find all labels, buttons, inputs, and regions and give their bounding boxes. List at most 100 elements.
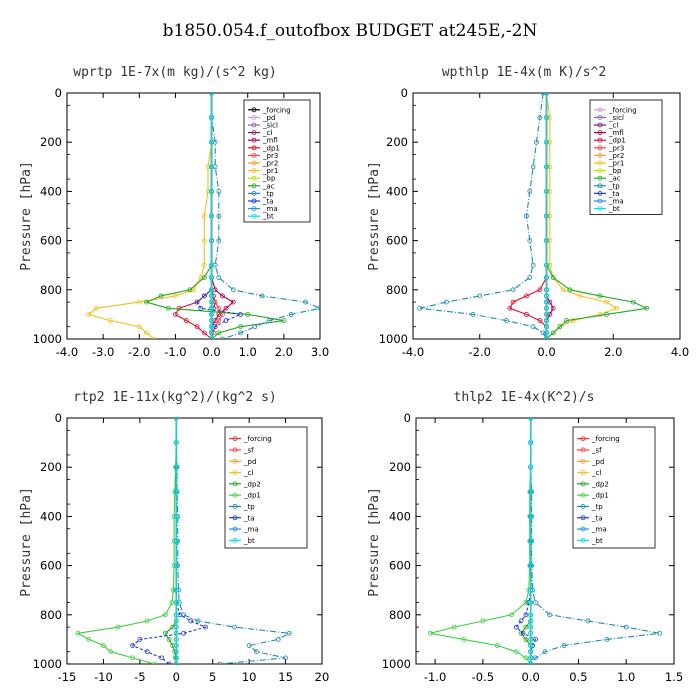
data-point-bt [173, 624, 179, 630]
data-point-mfl [220, 293, 225, 299]
legend-marker [251, 190, 257, 196]
y-axis-label: Pressure [hPa] [367, 161, 382, 271]
data-point-bt [209, 115, 214, 120]
legend-label: _ta [243, 514, 255, 522]
data-point-pr1 [201, 262, 207, 268]
legend-marker [597, 145, 603, 151]
legend-label: _dp1 [243, 492, 261, 500]
data-point-pr1 [547, 139, 553, 145]
legend: _forcing _sf _pd _cl _dp2 _dp1 _tp _ta _ma _bt [572, 426, 656, 549]
data-point-tp [527, 188, 533, 194]
legend-marker [597, 206, 603, 212]
data-point-ta [238, 311, 243, 317]
data-point-dp2 [523, 624, 529, 630]
data-point-bt [544, 305, 549, 311]
data-point-dp1 [170, 587, 176, 593]
legend-label: _mfl [608, 129, 624, 137]
legend-label: _pr3 [608, 144, 624, 152]
x-tick-label: 4.0 [671, 345, 689, 359]
data-point-pr1 [201, 238, 207, 244]
data-point-ac [567, 287, 573, 293]
data-point-ac [238, 324, 243, 330]
data-point-ta [144, 649, 150, 655]
legend-label: _pd [591, 458, 604, 466]
legend-marker [597, 107, 603, 113]
data-point-dp1 [524, 311, 529, 317]
data-point-bt [173, 655, 179, 661]
legend-marker [232, 504, 238, 509]
legend-label: _cl [591, 469, 601, 477]
data-point-bt [173, 643, 179, 648]
data-point-tp [254, 649, 259, 655]
data-point-dp1 [183, 318, 189, 323]
legend-marker [251, 160, 257, 166]
data-point-dp1 [537, 318, 543, 323]
y-tick-label: 400 [40, 184, 62, 198]
legend-label: _dp2 [591, 480, 609, 488]
x-tick-label: 0 [173, 670, 180, 684]
data-point-dp1 [480, 618, 486, 624]
panel-title: rtp2 1E-11x(kg^2)/(kg^2 s) [73, 390, 277, 405]
data-point-dp2 [162, 630, 168, 636]
x-tick-label: 1.0 [239, 345, 257, 359]
data-point-bt [528, 600, 534, 605]
data-point-ta [533, 637, 538, 642]
x-tick-label: -1.0 [424, 670, 446, 684]
panel-title: wprtp 1E-7x(m kg)/(s^2 kg) [73, 65, 277, 80]
x-tick-label: 0.0 [202, 345, 220, 359]
data-point-bt [528, 630, 534, 636]
data-point-dp1 [461, 637, 467, 642]
data-point-mfl [547, 299, 553, 305]
y-tick-label: 400 [389, 509, 411, 523]
legend-label: _sf [243, 446, 254, 454]
legend-marker [232, 515, 238, 521]
data-point-tp [220, 336, 225, 339]
series-line-ta [131, 418, 208, 664]
data-point-dp1 [108, 649, 114, 655]
data-point-pr1 [136, 324, 142, 330]
y-tick-label: 0 [404, 411, 411, 425]
data-point-bt [209, 238, 214, 244]
data-point-tp [303, 299, 308, 305]
legend-marker [251, 145, 257, 151]
data-point-dp1 [513, 649, 519, 655]
legend-label: _ac [262, 182, 275, 190]
x-tick-label: 1.0 [617, 670, 635, 684]
data-point-bt [528, 624, 534, 630]
series-layer [75, 418, 292, 664]
data-point-ta [518, 618, 524, 624]
data-point-dp1 [144, 618, 150, 624]
data-point-pr1 [144, 330, 149, 336]
legend: _forcing _sf _pd _cl _dp2 _dp1 _tp _ta _ma _bt [224, 426, 308, 549]
legend-label: _forcing [608, 106, 637, 114]
data-point-dp1 [524, 293, 529, 299]
legend-box [572, 426, 656, 549]
legend-label: _tp [262, 190, 274, 198]
figure-title: b1850.054.f_outofbox BUDGET at245E,-2N [163, 21, 538, 41]
y-axis-label: Pressure [hPa] [367, 487, 382, 597]
data-point-bt [544, 324, 549, 330]
data-point-bt [209, 305, 214, 311]
legend-marker [597, 122, 603, 128]
data-point-tp [175, 514, 181, 519]
data-point-tp [216, 275, 222, 280]
data-point-dp1 [152, 661, 157, 664]
data-point-tp [527, 238, 533, 244]
data-point-dp1 [509, 612, 514, 618]
legend-marker [580, 526, 586, 532]
x-tick-label: 2.0 [604, 345, 622, 359]
data-point-pr1 [173, 293, 178, 299]
data-point-bt [544, 262, 549, 268]
series-line-pr1 [87, 93, 213, 339]
data-point-bt [544, 318, 549, 323]
data-point-pr1 [547, 238, 553, 244]
legend-marker [251, 115, 257, 120]
data-point-bt [544, 330, 549, 336]
series-layer [417, 93, 650, 339]
data-point-dp1 [115, 624, 121, 630]
data-point-bt [173, 538, 179, 544]
panel-wprtp: wprtp 1E-7x(m kg)/(s^2 kg) Pressure [hPa… [19, 65, 329, 359]
x-tick-label: -10 [94, 670, 113, 684]
data-point-bt [528, 649, 534, 655]
data-point-tp [175, 563, 181, 568]
